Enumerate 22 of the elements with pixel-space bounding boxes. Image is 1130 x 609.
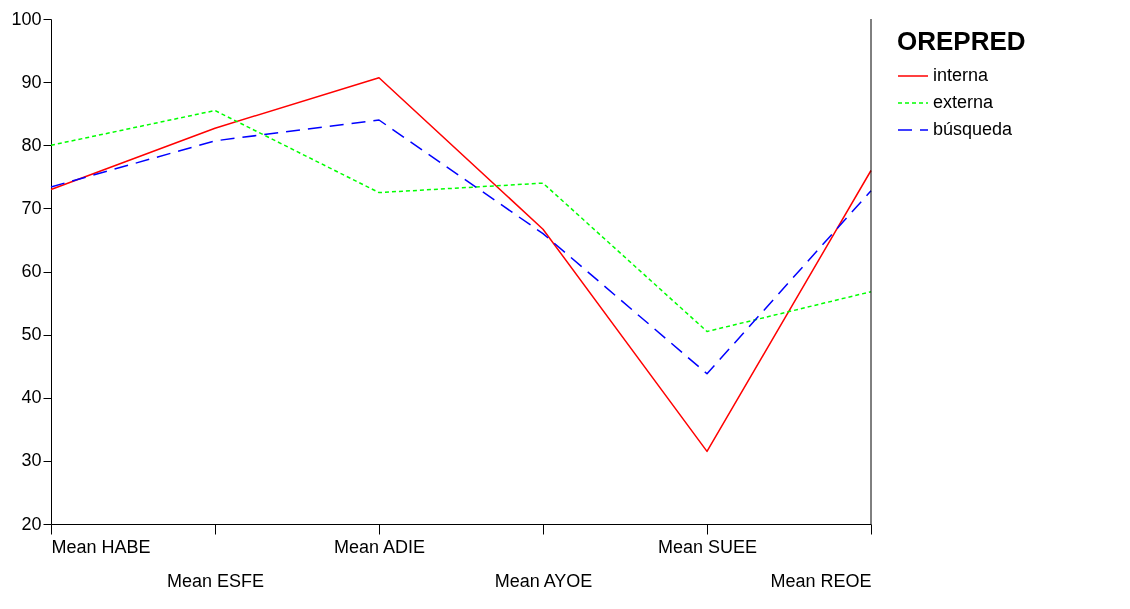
x-tick-label: Mean SUEE (657, 536, 758, 557)
line-series (50, 119, 872, 375)
y-tick-label: 80 (21, 134, 42, 155)
y-tick-label: 90 (21, 71, 42, 92)
legend-label: interna (933, 65, 990, 85)
legend-label: búsqueda (933, 119, 1014, 139)
x-tick-label: Mean HABE (51, 536, 151, 557)
y-tick-label: 60 (21, 261, 42, 281)
y-tick-label: 50 (21, 324, 42, 345)
y-tick-label: 30 (21, 450, 42, 471)
line-series (50, 109, 872, 333)
y-tick-label: 20 (21, 513, 42, 534)
y-tick-label: 40 (21, 387, 42, 408)
y-tick-label: 70 (21, 197, 42, 218)
line-series (50, 76, 872, 453)
legend-label: externa (933, 92, 995, 112)
x-tick-label: Mean ESFE (166, 570, 265, 591)
y-tick-label: 100 (11, 8, 42, 29)
x-tick-label: Mean AYOE (494, 570, 593, 591)
x-tick-label: Mean REOE (770, 570, 872, 591)
legend-title: OREPRED (897, 26, 1026, 56)
x-tick-label: Mean ADIE (333, 536, 426, 557)
